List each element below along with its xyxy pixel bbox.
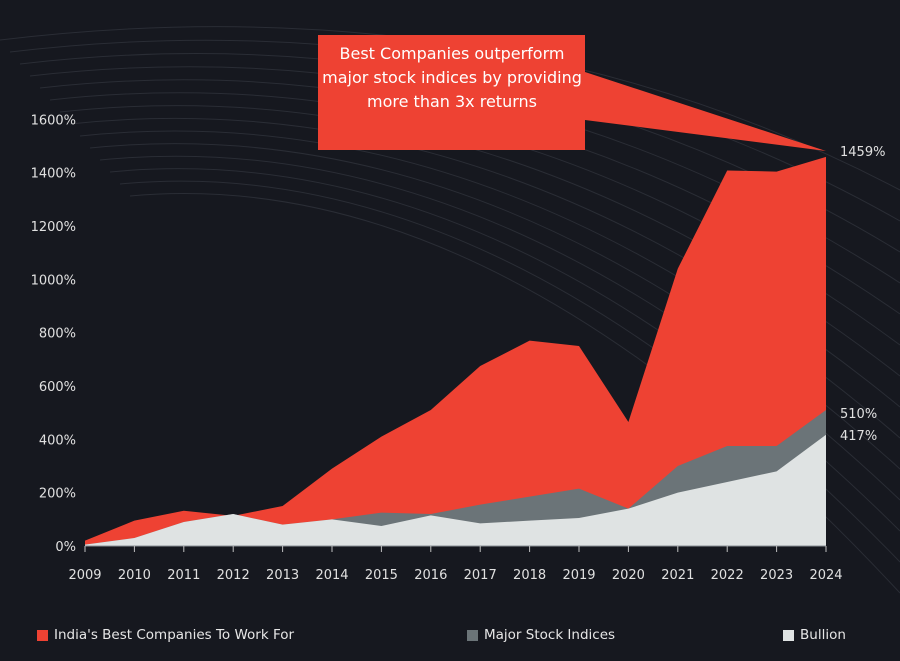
x-tick-label: 2022 bbox=[711, 568, 744, 583]
x-tick-label: 2011 bbox=[167, 568, 200, 583]
y-tick-label: 200% bbox=[39, 487, 76, 502]
x-tick-label: 2018 bbox=[513, 568, 546, 583]
legend-item-best-companies: India's Best Companies To Work For bbox=[37, 627, 294, 643]
legend-swatch-white bbox=[783, 629, 794, 641]
y-tick-label: 1000% bbox=[31, 273, 76, 288]
end-value-label: 417% bbox=[840, 429, 877, 444]
x-tick-label: 2012 bbox=[217, 568, 250, 583]
x-tick-label: 2021 bbox=[661, 568, 694, 583]
x-tick-label: 2020 bbox=[612, 568, 645, 583]
legend-label: India's Best Companies To Work For bbox=[54, 627, 295, 643]
y-tick-label: 600% bbox=[39, 380, 76, 395]
y-tick-label: 1600% bbox=[31, 113, 76, 128]
area-series-0 bbox=[85, 156, 826, 547]
x-tick-label: 2010 bbox=[118, 568, 151, 583]
y-tick-label: 0% bbox=[55, 540, 76, 555]
legend-item-stock-indices: Major Stock Indices bbox=[467, 627, 615, 643]
x-tick-label: 2017 bbox=[464, 568, 497, 583]
legend-swatch-red bbox=[37, 629, 48, 641]
y-tick-label: 800% bbox=[39, 327, 76, 342]
legend-label: Major Stock Indices bbox=[484, 627, 616, 643]
x-tick-label: 2024 bbox=[809, 568, 842, 583]
x-tick-label: 2009 bbox=[68, 568, 101, 583]
legend-item-bullion: Bullion bbox=[783, 627, 846, 643]
x-tick-label: 2015 bbox=[365, 568, 398, 583]
legend-label: Bullion bbox=[800, 627, 846, 643]
x-tick-label: 2019 bbox=[562, 568, 595, 583]
x-tick-label: 2014 bbox=[315, 568, 348, 583]
y-tick-label: 1400% bbox=[31, 167, 76, 182]
legend-swatch-gray bbox=[467, 629, 478, 641]
end-value-label: 1459% bbox=[840, 145, 885, 160]
y-tick-label: 400% bbox=[39, 433, 76, 448]
callout-box bbox=[318, 35, 826, 151]
end-value-label: 510% bbox=[840, 407, 877, 422]
x-tick-label: 2023 bbox=[760, 568, 793, 583]
area-series-2 bbox=[85, 434, 826, 546]
y-tick-label: 1200% bbox=[31, 220, 76, 235]
x-tick-label: 2016 bbox=[414, 568, 447, 583]
x-tick-label: 2013 bbox=[266, 568, 299, 583]
callout-annotation: Best Companies outperform major stock in… bbox=[322, 44, 582, 111]
